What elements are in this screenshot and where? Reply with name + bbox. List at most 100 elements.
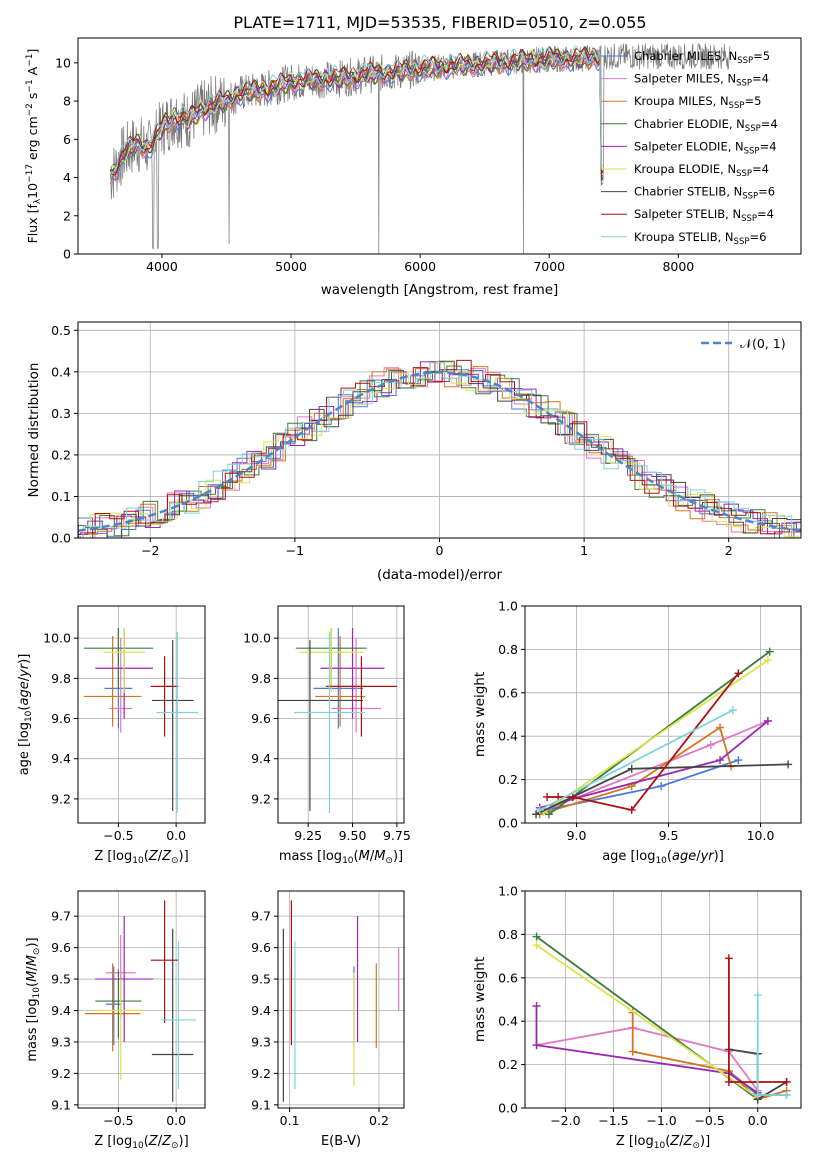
residual-histogram	[78, 365, 801, 538]
plot-marks	[78, 359, 801, 538]
plot-marks	[532, 647, 793, 819]
x-tick-label: 2	[725, 543, 733, 558]
x-tick-label: 9.50	[339, 828, 367, 843]
mass-weight-marker	[628, 1047, 637, 1056]
y-tick-label: 0	[63, 247, 71, 262]
model-spectrum-line	[109, 48, 604, 181]
y-tick-label: 10.0	[243, 631, 271, 646]
y-tick-label: 9.7	[251, 909, 271, 924]
x-tick-label: 0.0	[166, 1113, 186, 1128]
y-tick-label: 10	[55, 55, 71, 70]
y-axis-label: mass weight	[472, 957, 488, 1042]
mass-weight-marker	[734, 756, 743, 765]
y-axis-label: Flux [fλ10−17 erg cm−2 s−1 A−1]	[25, 49, 43, 244]
y-tick-label: 9.4	[51, 1003, 71, 1018]
plot-marks	[83, 628, 199, 813]
chart-spectrum: 4000 5000 6000 7000 8000 0 2 4 6 8 10 wavelength [A…	[25, 37, 802, 298]
mass-weight-line	[536, 1026, 759, 1092]
y-tick-label: 9.2	[251, 791, 271, 806]
y-tick-label: 9.8	[51, 671, 71, 686]
mass-weight-marker	[763, 717, 772, 726]
x-tick-label: −1.5	[598, 1113, 628, 1128]
y-tick-label: 9.6	[251, 940, 271, 955]
axes-frame	[277, 605, 405, 824]
legend-entry: Chabrier MILES, NSSP=5	[634, 49, 770, 66]
mass-weight-line	[728, 958, 787, 1083]
plot-marks	[282, 900, 400, 1102]
x-tick-label: −2	[141, 543, 159, 558]
plot-marks	[109, 43, 731, 254]
x-tick-label: 10.0	[747, 828, 775, 843]
x-tick-label: −1.0	[646, 1113, 676, 1128]
mass-weight-line	[542, 659, 769, 813]
y-tick-label: 9.6	[251, 711, 271, 726]
mass-weight-marker	[532, 810, 541, 819]
x-tick-label: −0.5	[103, 1113, 133, 1128]
mass-weight-marker	[568, 792, 577, 801]
legend-entry: Chabrier ELODIE, NSSP=4	[634, 117, 778, 134]
y-axis-label: age [log10(age/yr)]	[17, 654, 34, 776]
mass-weight-line	[535, 944, 759, 1098]
model-spectrum-line	[109, 52, 604, 187]
y-tick-label: 9.3	[251, 1034, 271, 1049]
x-tick-label: 7000	[533, 259, 565, 274]
x-axis-label: E(B-V)	[321, 1134, 361, 1149]
y-tick-label: 9.1	[251, 1097, 271, 1112]
y-tick-label: 0.0	[498, 1101, 518, 1116]
legend-entry: Kroupa MILES, NSSP=5	[634, 94, 761, 111]
y-tick-label: 6	[63, 132, 71, 147]
chart-weight_vs_Z: −2.0 −1.5 −1.0 −0.5 0.0 0.0 0.2 0.4 0.6 0.8 1.0 Z […	[472, 884, 802, 1151]
x-tick-label: −0.5	[694, 1113, 724, 1128]
mass-weight-marker	[532, 1002, 541, 1011]
axes-frame	[277, 890, 405, 1109]
mass-weight-marker	[765, 647, 774, 656]
mass-weight-marker	[627, 764, 636, 773]
x-axis-label: Z [log10(Z/Z⊙)]	[94, 849, 188, 866]
y-tick-label: 4	[63, 170, 71, 185]
model-spectrum-line	[109, 46, 604, 178]
y-tick-label: 0.2	[51, 447, 71, 462]
axes-frame	[77, 37, 802, 255]
mass-weight-line	[545, 759, 739, 811]
x-tick-label: −1	[286, 543, 304, 558]
x-axis-label: mass [log10(M/M⊙)]	[279, 849, 403, 866]
x-tick-label: 9.5	[659, 828, 679, 843]
y-tick-label: 9.2	[51, 1066, 71, 1081]
plot-marks	[84, 900, 196, 1102]
mass-weight-marker	[724, 954, 733, 963]
mass-weight-marker	[532, 932, 541, 941]
x-tick-label: −2.0	[550, 1113, 580, 1128]
y-tick-label: 0.6	[498, 970, 518, 985]
x-tick-label: −0.5	[103, 828, 133, 843]
x-tick-label: 4000	[146, 259, 178, 274]
x-axis-label: wavelength [Angstrom, rest frame]	[321, 282, 559, 298]
y-tick-label: 1.0	[498, 599, 518, 614]
y-tick-label: 0.5	[51, 323, 71, 338]
mass-weight-marker	[532, 1041, 541, 1050]
y-tick-label: 9.3	[51, 1034, 71, 1049]
axes-frame	[77, 890, 206, 1109]
y-tick-label: 9.1	[51, 1097, 71, 1112]
legend-entry: Salpeter STELIB, NSSP=4	[634, 207, 774, 224]
legend-entry: Chabrier STELIB, NSSP=6	[634, 185, 775, 202]
chart-mass_vs_Z: −0.5 0.0 9.1 9.2 9.3 9.4 9.5 9.6 9.7 Z [log10(Z/Z…	[25, 890, 206, 1151]
legend-entry: Kroupa STELIB, NSSP=6	[634, 230, 766, 247]
y-tick-label: 9.4	[251, 751, 271, 766]
y-tick-label: 10.0	[43, 631, 71, 646]
mass-weight-marker	[627, 805, 636, 814]
y-tick-label: 9.2	[51, 791, 71, 806]
y-tick-label: 0.8	[498, 927, 518, 942]
axes-frame	[524, 890, 802, 1109]
residual-histogram	[78, 360, 801, 538]
y-tick-label: 9.6	[51, 940, 71, 955]
y-tick-label: 9.7	[51, 909, 71, 924]
mass-weight-line	[756, 995, 787, 1096]
y-tick-label: 9.6	[51, 711, 71, 726]
x-tick-label: 9.25	[294, 828, 322, 843]
y-tick-label: 0.4	[498, 1014, 518, 1029]
y-tick-label: 0.4	[498, 729, 518, 744]
y-tick-label: 9.8	[251, 671, 271, 686]
residual-histogram	[78, 362, 801, 538]
residual-histogram	[78, 361, 801, 538]
